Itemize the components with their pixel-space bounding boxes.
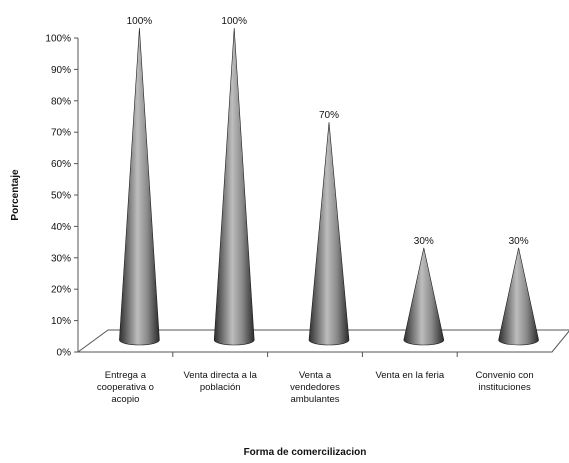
x-axis-title: Forma de comercilizacion: [244, 447, 367, 458]
y-tick-label: 30%: [51, 253, 71, 264]
y-tick-label: 80%: [51, 96, 71, 107]
data-label: 30%: [509, 236, 529, 247]
y-axis-title: Porcentaje: [10, 169, 21, 221]
cone-body: [213, 27, 255, 346]
data-label: 100%: [127, 16, 153, 27]
data-label: 100%: [221, 16, 247, 27]
cone-bar: [308, 122, 350, 346]
x-category-label: Venta a vendedores ambulantes: [290, 370, 340, 405]
y-tick-label: 50%: [51, 191, 71, 202]
data-label: 30%: [414, 236, 434, 247]
x-category-label: Entrega a cooperativa o acopio: [97, 370, 154, 405]
y-tick-label: 70%: [51, 128, 71, 139]
cones: [119, 27, 539, 346]
cone-body: [498, 247, 539, 346]
data-label: 70%: [319, 110, 339, 121]
cone-bar: [498, 247, 539, 346]
cone-body: [308, 122, 350, 346]
y-tick-label: 60%: [51, 159, 71, 170]
cone-bar: [403, 247, 445, 346]
x-category-label: Convenio con instituciones: [476, 370, 534, 393]
x-category-label: Venta en la feria: [375, 370, 444, 381]
y-tick-label: 0%: [57, 348, 72, 359]
y-tick-label: 10%: [51, 316, 71, 327]
y-tick-label: 40%: [51, 222, 71, 233]
y-tick-label: 90%: [51, 65, 71, 76]
cone-body: [403, 247, 445, 346]
cone-body: [119, 27, 160, 346]
cone-bar: [119, 27, 160, 346]
labels: 100% Entrega a cooperativa o acopio 100% Vent…: [97, 16, 534, 405]
y-axis: 0% 10% 20% 30% 40% 50% 60% 70% 80% 90% 100%: [45, 34, 552, 359]
y-tick-label: 100%: [45, 34, 71, 45]
cone-bar: [213, 27, 255, 346]
y-tick-label: 20%: [51, 285, 71, 296]
x-category-label: Venta directa a la población: [183, 370, 257, 393]
